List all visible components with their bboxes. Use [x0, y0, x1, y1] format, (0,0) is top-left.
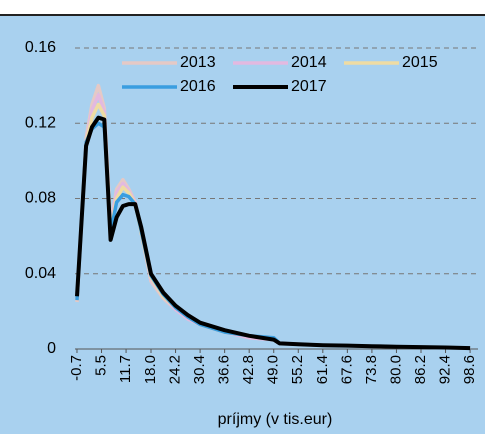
x-tick-label: 5.5 [92, 355, 109, 376]
legend-label: 2016 [180, 78, 216, 95]
x-tick-label: 86.2 [412, 355, 429, 384]
x-tick-label: 42.8 [240, 355, 257, 384]
x-tick-label: 55.2 [289, 355, 306, 384]
legend-label: 2014 [291, 54, 327, 71]
x-tick-label: 49.0 [265, 355, 282, 384]
legend-label: 2017 [291, 78, 327, 95]
x-tick-label: 92.4 [437, 355, 454, 384]
x-tick-label: -0.7 [68, 355, 85, 381]
legend-label: 2013 [180, 54, 216, 71]
x-tick-label: 11.7 [117, 355, 134, 383]
legend-label: 2015 [402, 54, 438, 71]
x-tick-label: 30.4 [191, 355, 208, 384]
x-tick-label: 67.6 [338, 355, 355, 384]
x-tick-label: 24.2 [167, 355, 184, 384]
x-tick-label: 36.6 [216, 355, 233, 384]
series-line [75, 115, 471, 351]
y-tick-label: 0.16 [25, 39, 56, 56]
top-strip [0, 0, 485, 14]
y-tick-label: 0.08 [25, 190, 56, 207]
x-tick-label: 73.8 [363, 355, 380, 384]
x-tick-label: 80.0 [387, 355, 404, 384]
x-tick-label: 18.0 [142, 355, 159, 384]
x-tick-label: 61.4 [314, 355, 331, 384]
y-tick-label: 0.04 [25, 265, 56, 282]
y-tick-label: 0.12 [25, 114, 56, 131]
x-tick-label: 98.6 [461, 355, 478, 384]
x-axis-label: príjmy (v tis.eur) [218, 411, 333, 428]
y-tick-label: 0 [47, 340, 56, 357]
